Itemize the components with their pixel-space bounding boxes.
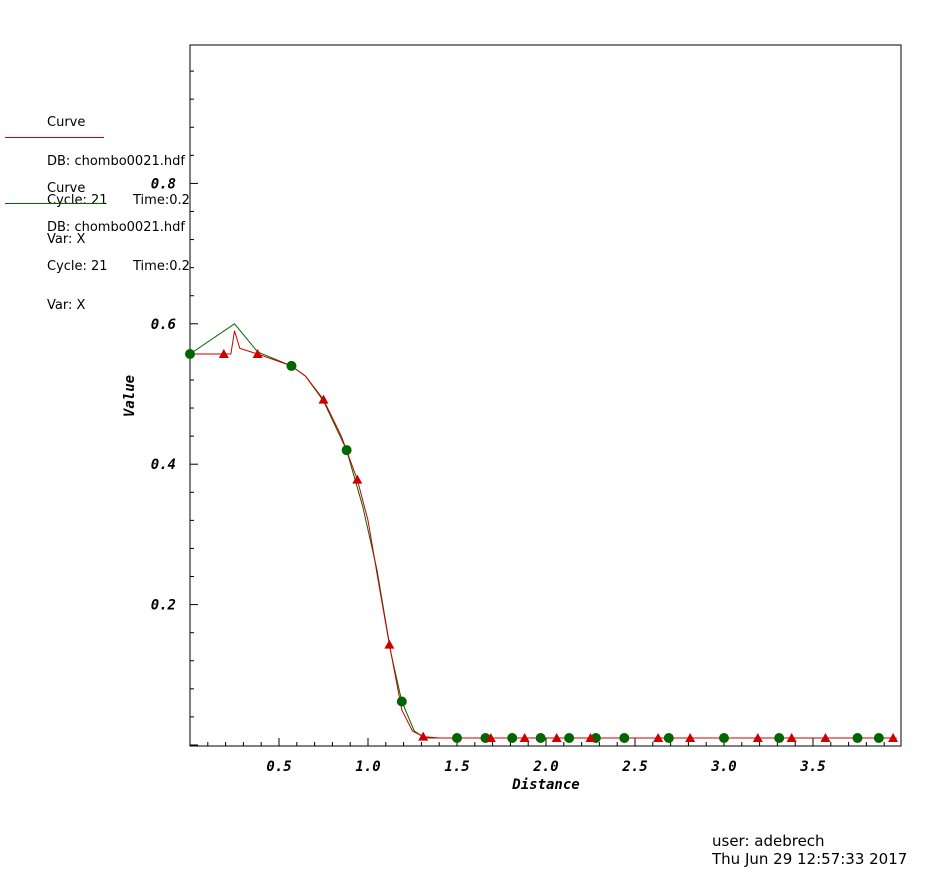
data-point-triangle [485,732,496,742]
x-tick-label: 1.0 [355,759,380,775]
y-tick-label: 0.8 [151,176,176,192]
legend-db: DB: chombo0021.hdf [47,154,185,169]
x-tick-label: 2.0 [532,759,558,775]
legend-line-red [5,137,104,138]
data-point-circle [507,732,518,743]
data-point-triangle [519,732,530,742]
data-point-circle [873,732,884,743]
data-point-circle [185,348,195,359]
x-tick-label: 3.0 [710,759,736,775]
footer-date: Thu Jun 29 12:57:33 2017 [712,850,908,868]
plot-frame [189,44,902,747]
data-point-circle [852,732,863,743]
data-point-triangle [786,732,797,742]
data-point-triangle [653,732,664,742]
data-point-triangle [384,639,395,649]
data-point-triangle [820,732,831,742]
y-tick-label: 0.6 [151,317,176,333]
series-line-2 [189,323,897,739]
legend-var: Var: X [47,232,86,247]
data-point-circle [619,732,630,743]
tick-labels: 0.5 1.0 1.5 2.0 2.5 3.0 3.5 0.2 0.4 0.6 0.8 [151,176,826,775]
data-point-circle [774,732,785,743]
data-point-circle [719,732,729,743]
x-axis-title: Distance [511,777,579,793]
data-point-circle [535,732,546,743]
data-point-circle [396,696,407,707]
data-point-circle [341,445,352,456]
footer-user: user: adebrech [712,832,825,850]
data-point-triangle [218,348,229,358]
data-point-triangle [585,732,596,742]
data-point-triangle [551,732,562,742]
y-axis-title: Value [122,375,138,417]
data-point-circle [452,732,462,743]
data-point-circle [663,732,674,743]
x-tick-label: 0.5 [266,759,291,775]
minor-ticks [189,70,885,746]
y-tick-label: 0.2 [151,598,176,614]
legend-time: Time:0.2 [133,193,190,208]
series-line-1 [190,330,894,739]
legend-title: Curve [47,181,86,196]
legend-entry-2: Curve DB: chombo0021.hdf Cycle: 21 Time:… [47,156,190,325]
data-point-triangle [685,732,696,742]
legend-cycle-row: Cycle: 21 Time:0.2 [47,259,190,274]
series-layer [185,323,899,743]
data-point-triangle [352,474,363,484]
x-tick-label: 2.5 [621,759,647,775]
data-point-triangle [752,732,763,742]
x-tick-label: 1.5 [444,759,469,775]
data-point-circle [286,360,297,371]
data-point-triangle [252,348,263,358]
data-point-triangle [318,394,329,404]
legend-line-green [5,203,104,204]
y-tick-label: 0.4 [151,457,176,473]
legend-var: Var: X [47,298,86,313]
legend-title: Curve [47,115,86,130]
data-point-circle [564,732,575,743]
legend-time: Time:0.2 [133,259,190,274]
data-point-triangle [888,732,899,742]
legend-cycle: Cycle: 21 [47,259,108,274]
data-point-triangle [418,731,429,741]
legend-db: DB: chombo0021.hdf [47,220,185,235]
x-tick-label: 3.5 [799,759,825,775]
